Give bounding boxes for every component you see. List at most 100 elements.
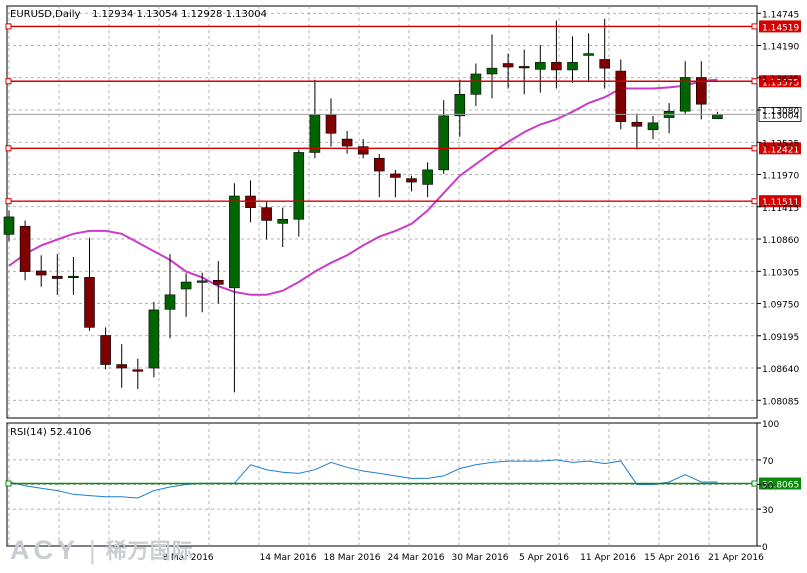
candle-body [454,94,466,117]
price-tick-label: 1.08640 [762,365,799,375]
candle [406,175,417,192]
candle-body [68,275,79,279]
candle [534,44,546,93]
candle [309,79,321,159]
candle [68,257,79,295]
candle-body [100,335,111,365]
candle-body [180,281,192,290]
level-anchor [751,145,758,152]
rsi-level-label-bg [759,477,801,490]
rsi-level-anchor [751,480,758,487]
time-tick-label: 24 Mar 2016 [387,553,444,563]
price-tick-label: 1.10305 [762,268,799,278]
candle-body [116,364,127,369]
rsi-tick-label: 100 [762,420,779,430]
candle [19,220,31,281]
candle [583,33,594,81]
candle-body [261,207,272,221]
candle-body [309,114,321,153]
rsi-level-anchor [5,480,12,487]
candle [196,272,208,313]
candle-body [695,77,707,105]
current-price-box [758,107,802,122]
rsi-title: RSI(14) 52.4106 [10,427,91,438]
time-tick-label: 14 Mar 2016 [259,553,316,563]
level-label: 1.13575 [762,78,799,88]
time-tick-label: 8 Mar 2016 [162,553,214,563]
candle [502,53,514,89]
time-tick-label: 18 Mar 2016 [323,553,380,563]
candle-body [551,62,562,71]
candle [470,63,482,106]
candle [695,61,707,120]
candle [277,207,289,248]
candle-body [148,309,160,369]
candle-body [132,369,144,372]
candle [180,273,192,317]
level-label-bg [759,20,801,33]
candle-body [277,218,289,224]
candle [35,255,47,287]
candles-layer [3,18,723,393]
candle [116,344,127,388]
candle-body [712,114,723,120]
candle [84,237,95,331]
rsi-tick-label: 70 [762,457,774,467]
time-tick-label: 21 Apr 2016 [708,553,764,563]
current-price-label: 1.13004 [762,111,799,121]
candle [164,254,176,339]
levels-layer: 1.14519 1.13575 1.12421 1.11511 1.13004 [5,20,802,208]
moving-average-layer [8,78,718,296]
level-anchor [5,145,12,152]
candle-body [293,152,305,220]
candle-body [390,173,401,178]
level-anchor [751,198,758,205]
price-tick-label: 1.14190 [762,43,799,53]
price-tick-label: 1.08085 [762,397,799,407]
candle [100,327,111,370]
candle-body [534,62,546,70]
watermark-name: 稀万国际 [105,540,194,563]
candle-body [438,115,450,171]
candle-body [599,59,611,69]
candle-body [325,114,337,134]
candle [422,162,433,198]
candle [663,103,675,134]
candle [293,149,305,237]
candle-body [229,195,240,289]
candle-body [518,66,530,69]
candle [679,61,691,115]
candle [712,111,723,120]
candle-body [164,294,176,310]
candle [51,254,63,295]
time-tick-label: 5 Apr 2016 [519,553,569,563]
candle [518,49,530,95]
candle [373,154,385,198]
candle-body [35,270,47,276]
rsi-tick-label: 30 [762,506,774,516]
candle [390,169,401,198]
level-label: 1.12421 [762,145,799,155]
watermark-separator: | [89,534,96,565]
level-anchor [5,23,12,30]
candle-body [615,70,627,122]
time-tick-label: 11 Apr 2016 [580,553,636,563]
ohlc-readout: 1.12934 1.13054 1.12928 1.13004 [92,9,267,20]
candle-body [213,279,224,285]
time-tick-label: 30 Mar 2016 [451,553,508,563]
price-tick-label: 1.12525 [762,139,799,149]
price-tick-label: 1.10860 [762,236,799,246]
level-label-bg [759,142,801,155]
candle-body [470,73,482,95]
candle-body [373,157,385,172]
candle-body [341,138,353,147]
candle-body [406,178,417,183]
candle-body [196,280,208,283]
candle-body [486,67,498,75]
rsi-level-label: 50.8065 [762,481,799,491]
candle [486,34,498,99]
grid [6,5,758,547]
acy-watermark: ACY | 稀万国际 [10,534,194,566]
level-label: 1.11511 [762,198,799,208]
candle [631,113,643,150]
